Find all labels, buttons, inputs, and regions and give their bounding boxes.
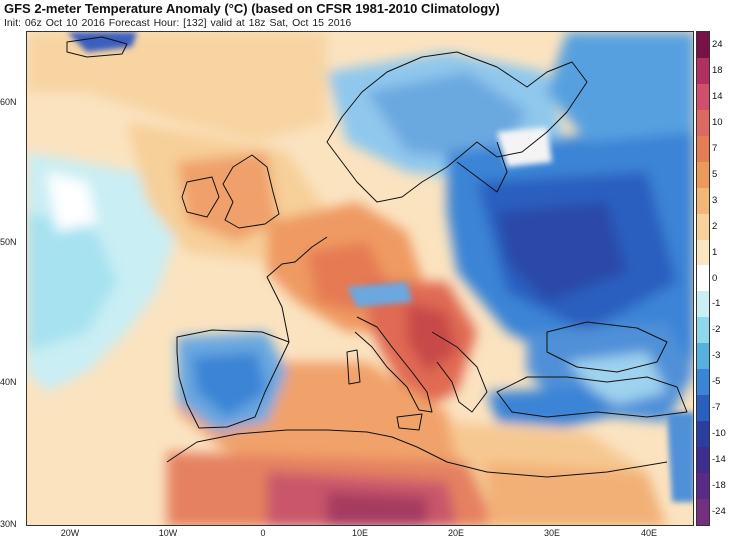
lon-label-0: 0 [260,528,266,538]
colorbar-segment [697,83,709,110]
colorbar-label: 10 [712,116,723,128]
lon-label-10e: 10E [351,528,368,538]
colorbar-segment [697,135,709,162]
colorbar-segment [697,472,709,499]
colorbar-segment [697,265,709,292]
colorbar-label: -1 [712,298,721,310]
colorbar-label: -18 [712,480,726,492]
colorbar-segment [697,161,709,188]
lat-label-40n: 40N [0,377,17,387]
lon-label-20w: 20W [60,528,80,538]
map-subtitle: Init: 06z Oct 10 2016 Forecast Hour: [13… [4,17,352,29]
colorbar-segment [697,109,709,136]
colorbar-segment [697,187,709,214]
colorbar [696,31,710,526]
colorbar-segment [697,239,709,266]
colorbar-segment [697,343,709,370]
lon-label-10w: 10W [158,528,178,538]
lat-label-50n: 50N [0,237,17,247]
colorbar-segment [697,395,709,422]
colorbar-label: 14 [712,90,723,102]
map-title: GFS 2-meter Temperature Anomaly (°C) (ba… [4,1,500,16]
colorbar-label: 24 [712,38,723,50]
lon-label-30e: 30E [543,528,560,538]
colorbar-segment [697,498,709,525]
colorbar-segment [697,421,709,447]
colorbar-segment [697,317,709,344]
colorbar-label: -7 [712,402,721,414]
lat-label-30n: 30N [0,519,17,529]
colorbar-label: -24 [712,506,726,518]
colorbar-segment [697,447,709,473]
colorbar-segment [697,213,709,240]
temperature-anomaly-map [26,31,694,526]
colorbar-label: 7 [712,142,718,154]
colorbar-label: 3 [712,194,718,206]
colorbar-label: 18 [712,64,723,76]
colorbar-label: -2 [712,324,721,336]
colorbar-segment [697,291,709,318]
colorbar-label: -14 [712,454,726,466]
colorbar-label: -3 [712,350,721,362]
map-canvas [27,32,693,525]
lat-label-60n: 60N [0,97,17,107]
colorbar-label: 0 [712,272,718,284]
colorbar-label: 5 [712,168,718,180]
colorbar-segment [697,57,709,84]
lon-label-20e: 20E [447,528,464,538]
colorbar-label: -10 [712,428,726,440]
colorbar-segment [697,32,709,58]
colorbar-label: -5 [712,376,721,388]
colorbar-label: 1 [712,246,718,258]
colorbar-label: 2 [712,220,718,232]
colorbar-segment [697,369,709,396]
lon-label-40e: 40E [640,528,657,538]
